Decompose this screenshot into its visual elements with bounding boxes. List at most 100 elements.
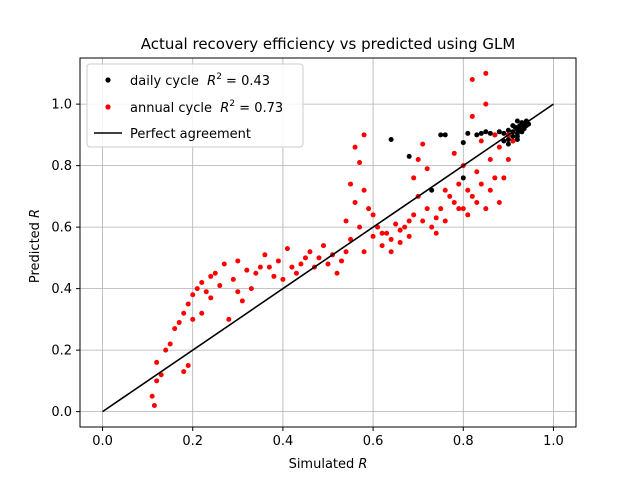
annual-cycle-point <box>271 273 277 279</box>
annual-cycle-point <box>370 212 376 218</box>
daily-cycle-point <box>505 136 511 142</box>
x-tick-label: 0.8 <box>453 434 474 449</box>
annual-cycle-point <box>406 233 412 239</box>
annual-cycle-point <box>487 156 493 162</box>
annual-cycle-point <box>478 138 484 144</box>
annual-cycle-point <box>442 218 448 224</box>
y-tick-label: 0.4 <box>51 282 72 297</box>
annual-cycle-point <box>154 359 160 365</box>
annual-cycle-point <box>194 286 200 292</box>
annual-cycle-point <box>208 273 214 279</box>
x-tick-label: 0.6 <box>363 434 384 449</box>
annual-cycle-point <box>307 249 313 255</box>
annual-cycle-point <box>289 264 295 270</box>
annual-cycle-point <box>483 70 489 76</box>
annual-cycle-point <box>429 224 435 230</box>
annual-cycle-point <box>501 175 507 181</box>
annual-cycle-point <box>185 363 191 368</box>
annual-cycle-point <box>397 227 403 233</box>
legend-box <box>86 63 304 148</box>
annual-cycle-point <box>397 240 403 245</box>
annual-cycle-point <box>411 212 417 218</box>
axes-frame <box>79 57 577 428</box>
annual-cycle-point <box>275 258 281 264</box>
annual-cycle-point <box>424 166 430 172</box>
daily-cycle-point <box>483 129 489 135</box>
annual-cycle-point <box>433 230 439 236</box>
y-tick-label: 0.2 <box>51 344 72 359</box>
annual-cycle-point <box>352 200 358 206</box>
perfect-agreement-line <box>102 103 554 413</box>
daily-cycle-point <box>496 129 502 135</box>
annual-cycle-point <box>451 150 457 156</box>
daily-cycle-point <box>406 153 412 159</box>
daily-cycle-point <box>429 187 435 193</box>
annual-cycle-point <box>469 77 475 83</box>
chart-title: Actual recovery efficiency vs predicted … <box>141 35 516 53</box>
annual-cycle-point <box>244 267 250 273</box>
annual-cycle-point <box>172 326 178 332</box>
daily-cycle-point <box>460 175 466 181</box>
annual-cycle-point <box>406 218 412 224</box>
annual-cycle-point <box>320 243 326 249</box>
legend-annual-main: annual cycle <box>130 101 220 116</box>
annual-cycle-point <box>474 200 480 206</box>
annual-cycle-point <box>176 319 182 325</box>
daily-cycle-point <box>512 124 518 130</box>
annual-cycle-point <box>478 181 484 187</box>
daily-cycle-point <box>460 140 466 146</box>
annual-cycle-point <box>388 236 394 242</box>
annual-cycle-point <box>257 264 263 270</box>
annual-cycle-point <box>451 200 457 206</box>
annual-cycle-point <box>190 292 196 298</box>
annual-cycle-point <box>226 316 232 322</box>
daily-cycle-point <box>501 138 507 144</box>
x-tick-label: 0.4 <box>273 434 294 449</box>
daily-cycle-point <box>510 133 516 139</box>
annual-cycle-point <box>235 258 241 264</box>
legend-annual-value: = 0.73 <box>235 101 283 116</box>
annual-cycle-point <box>420 141 426 147</box>
legend-daily-exponent: 2 <box>216 72 222 82</box>
annual-cycle-point <box>402 224 408 230</box>
daily-cycle-point <box>526 121 532 127</box>
annual-cycle-point <box>190 316 196 322</box>
annual-cycle-point <box>483 206 489 212</box>
annual-cycle-point <box>343 218 349 224</box>
annual-cycle-point <box>199 310 205 316</box>
annual-cycle-point <box>181 310 187 316</box>
annual-cycle-point <box>248 286 254 292</box>
x-axis-label-prefix: Simulated <box>289 457 359 472</box>
annual-cycle-point <box>343 249 349 255</box>
annual-cycle-point <box>154 378 160 384</box>
legend-daily-value: = 0.43 <box>222 74 270 89</box>
annual-cycle-point <box>438 206 444 212</box>
annual-cycle-point <box>298 261 304 267</box>
annual-cycle-point <box>370 233 376 239</box>
daily-cycle-point <box>438 132 444 138</box>
annual-cycle-point <box>302 255 308 261</box>
annual-cycle-point <box>505 156 511 162</box>
x-axis-label: Simulated R <box>289 457 368 472</box>
annual-cycle-point <box>325 261 331 267</box>
annual-cycle-point <box>366 206 372 212</box>
ticks-layer: 0.0 0.2 0.4 0.6 0.8 1.0 0.0 0.2 0.4 0.6 0.8 1.0 <box>51 98 563 449</box>
annual-cycle-point <box>420 218 426 224</box>
annual-cycle-point <box>181 369 187 375</box>
annual-cycle-point <box>262 252 268 258</box>
annual-cycle-point <box>212 270 218 276</box>
annual-cycle-point <box>375 224 381 230</box>
y-axis-label: Predicted R <box>28 209 43 283</box>
annual-cycle-point <box>361 249 367 255</box>
y-tick-label: 0.0 <box>51 405 72 420</box>
annual-cycle-point <box>361 187 367 193</box>
annual-cycle-point <box>492 132 498 138</box>
annual-cycle-point <box>230 276 236 282</box>
y-axis-label-variable: R <box>28 209 43 218</box>
annual-cycle-point <box>411 175 417 181</box>
annual-cycle-point <box>384 230 390 236</box>
legend-daily-main: daily cycle <box>130 74 207 89</box>
legend: daily cycle R2 = 0.43 annual cycle R2 = … <box>86 63 304 148</box>
annual-cycle-point <box>361 132 367 138</box>
